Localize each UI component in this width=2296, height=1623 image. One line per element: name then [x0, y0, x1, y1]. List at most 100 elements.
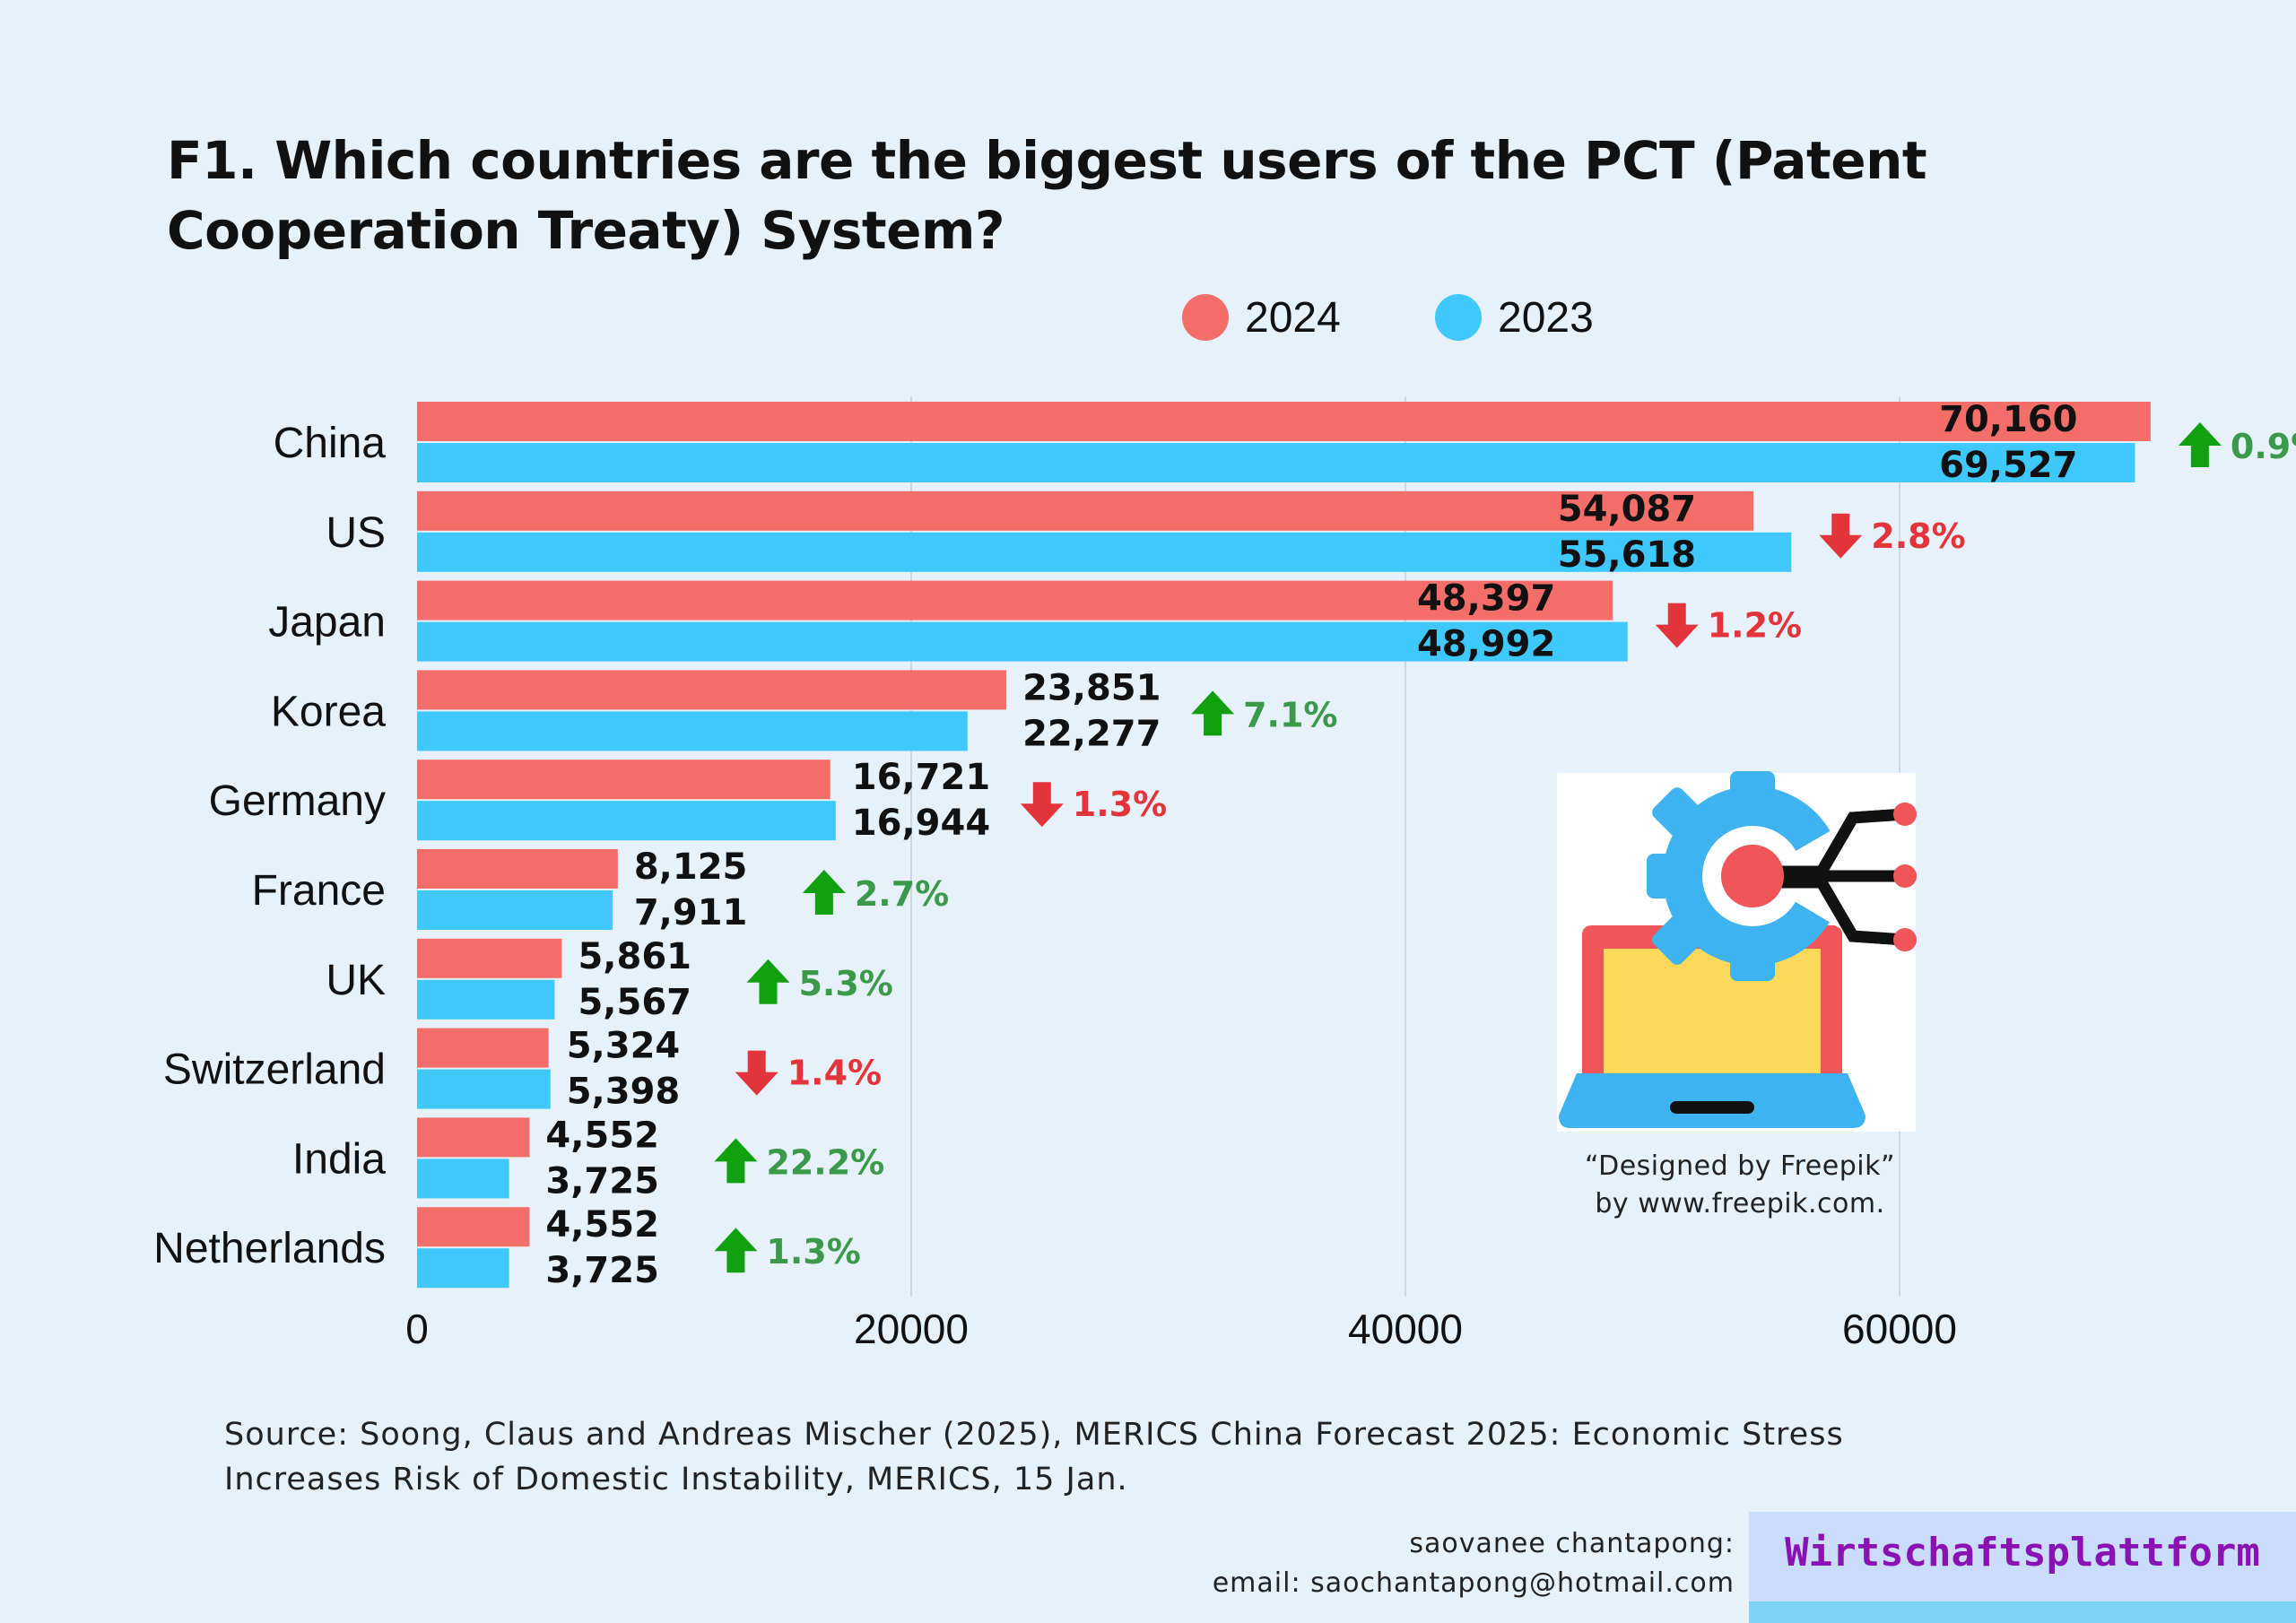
bar-2024 [417, 670, 1007, 710]
value-label-2024: 5,861 [578, 936, 691, 977]
source-line-1: Source: Soong, Claus and Andreas Mischer… [224, 1417, 1844, 1453]
category-label: India [292, 1135, 386, 1183]
bars [417, 402, 2151, 1289]
value-label-2023: 7,911 [634, 892, 748, 933]
arrow-down-icon [1819, 513, 1863, 559]
bar-2024 [417, 1117, 530, 1158]
category-label: Germany [209, 777, 386, 825]
legend-swatch-2023 [1435, 294, 1482, 341]
bar-2023 [417, 801, 836, 841]
bar-2023 [417, 1069, 551, 1109]
legend-item-2023: 2023 [1435, 289, 1594, 346]
change-label: 1.3% [766, 1232, 860, 1271]
value-label-2024: 70,160 [1939, 399, 2077, 440]
category-label: UK [326, 957, 386, 1004]
bar-2023 [417, 890, 613, 930]
x-tick-label: 20000 [854, 1306, 969, 1352]
category-labels: China US Japan Korea Germany France UK Switzerl… [153, 420, 386, 1272]
category-label: Korea [271, 688, 386, 735]
arrow-down-icon [1020, 782, 1064, 828]
bar-2024 [417, 1028, 549, 1068]
category-label: US [326, 509, 386, 557]
bar-2023 [417, 621, 1628, 662]
bar-2024 [417, 402, 2151, 441]
legend-label-2023: 2023 [1498, 293, 1594, 342]
arrow-up-icon [1191, 690, 1235, 736]
change-label: 5.3% [798, 964, 892, 1003]
bar-2023 [417, 443, 2135, 482]
value-label-2024: 4,552 [545, 1115, 659, 1156]
value-label-2024: 5,324 [567, 1026, 681, 1067]
arrow-down-icon [1655, 603, 1699, 648]
source-line-2: Increases Risk of Domestic Instability, … [224, 1462, 1128, 1497]
change-label: 22.2% [766, 1142, 884, 1182]
change-label: 1.3% [1073, 785, 1167, 824]
laptop-gear-icon [1557, 771, 1917, 1132]
author-email: email: saochantapong@hotmail.com [1212, 1567, 1735, 1599]
legend-label-2024: 2024 [1245, 293, 1341, 342]
arrow-up-icon [802, 870, 846, 915]
value-label-2023: 16,944 [852, 803, 990, 844]
x-tick-label: 60000 [1842, 1306, 1957, 1352]
bar-2023 [417, 711, 968, 751]
x-tick-label: 0 [405, 1306, 429, 1352]
change-label: 2.7% [855, 874, 949, 914]
bar-2024 [417, 849, 618, 889]
x-tick-label: 40000 [1348, 1306, 1463, 1352]
author-info: saovanee chantapong: email: saochantapon… [1213, 1524, 1735, 1603]
change-label: 7.1% [1243, 695, 1337, 734]
author-name: saovanee chantapong: [1409, 1528, 1735, 1559]
category-label: Netherlands [153, 1225, 386, 1272]
change-label: 1.4% [787, 1054, 882, 1093]
value-label-2023: 69,527 [1939, 445, 2077, 486]
value-label-2024: 16,721 [852, 757, 990, 798]
category-label: China [274, 420, 387, 467]
value-label-2024: 8,125 [634, 846, 748, 888]
brand-strip [1749, 1601, 2296, 1623]
arrow-up-icon [714, 1228, 758, 1273]
category-label: Switzerland [163, 1046, 386, 1094]
value-label-2023: 48,992 [1417, 624, 1555, 665]
x-axis-ticks: 0 20000 40000 60000 [405, 1306, 1957, 1352]
change-indicators: 0.9% 2.8% 1.2% 7.1% 1.3% 2.7% 5.3% 1.4% 22.2% 1.3… [714, 422, 2296, 1273]
brand-name: Wirtschaftsplattform [1785, 1530, 2260, 1575]
bar-2024 [417, 580, 1613, 621]
bar-2023 [417, 1248, 509, 1289]
image-credit: “Designed by Freepik” by www.freepik.com… [1489, 1148, 1991, 1223]
brand-banner: Wirtschaftsplattform [1749, 1512, 2296, 1623]
value-label-2023: 3,725 [545, 1250, 659, 1291]
category-label: Japan [268, 599, 386, 647]
arrow-up-icon [746, 959, 790, 1004]
bar-2023 [417, 532, 1792, 572]
value-label-2023: 22,277 [1022, 713, 1161, 754]
value-label-2024: 23,851 [1022, 667, 1161, 708]
arrow-down-icon [735, 1050, 778, 1096]
change-label: 0.9% [2231, 427, 2296, 466]
value-label-2023: 5,398 [567, 1072, 681, 1113]
legend-swatch-2024 [1182, 294, 1229, 341]
legend-item-2024: 2024 [1182, 289, 1341, 346]
chart-title: F1. Which countries are the biggest user… [167, 130, 1927, 261]
credit-line-2: by www.freepik.com. [1595, 1188, 1885, 1219]
value-label-2023: 3,725 [545, 1160, 659, 1202]
category-label: France [252, 867, 386, 915]
bar-2024 [417, 490, 1754, 531]
bar-2023 [417, 979, 555, 1020]
bar-2024 [417, 938, 562, 978]
value-label-2024: 4,552 [545, 1204, 659, 1245]
value-label-2024: 54,087 [1558, 489, 1696, 530]
source-note: Source: Soong, Claus and Andreas Mischer… [224, 1412, 2018, 1502]
credit-line-1: “Designed by Freepik” [1584, 1150, 1896, 1182]
arrow-up-icon [2178, 422, 2222, 467]
bar-2024 [417, 1207, 530, 1247]
bar-2023 [417, 1159, 509, 1199]
change-label: 1.2% [1708, 606, 1802, 646]
arrow-up-icon [714, 1138, 758, 1184]
change-label: 2.8% [1871, 516, 1965, 556]
value-label-2023: 55,618 [1558, 534, 1696, 576]
value-label-2023: 5,567 [578, 982, 691, 1023]
bar-2024 [417, 759, 831, 800]
value-label-2024: 48,397 [1417, 578, 1555, 620]
